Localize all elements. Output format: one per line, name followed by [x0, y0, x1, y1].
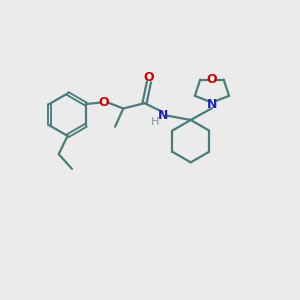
Text: O: O: [99, 96, 110, 109]
Text: H: H: [151, 117, 160, 127]
Text: O: O: [207, 73, 217, 86]
Text: N: N: [158, 109, 168, 122]
Text: N: N: [207, 98, 217, 111]
Text: O: O: [144, 71, 154, 84]
